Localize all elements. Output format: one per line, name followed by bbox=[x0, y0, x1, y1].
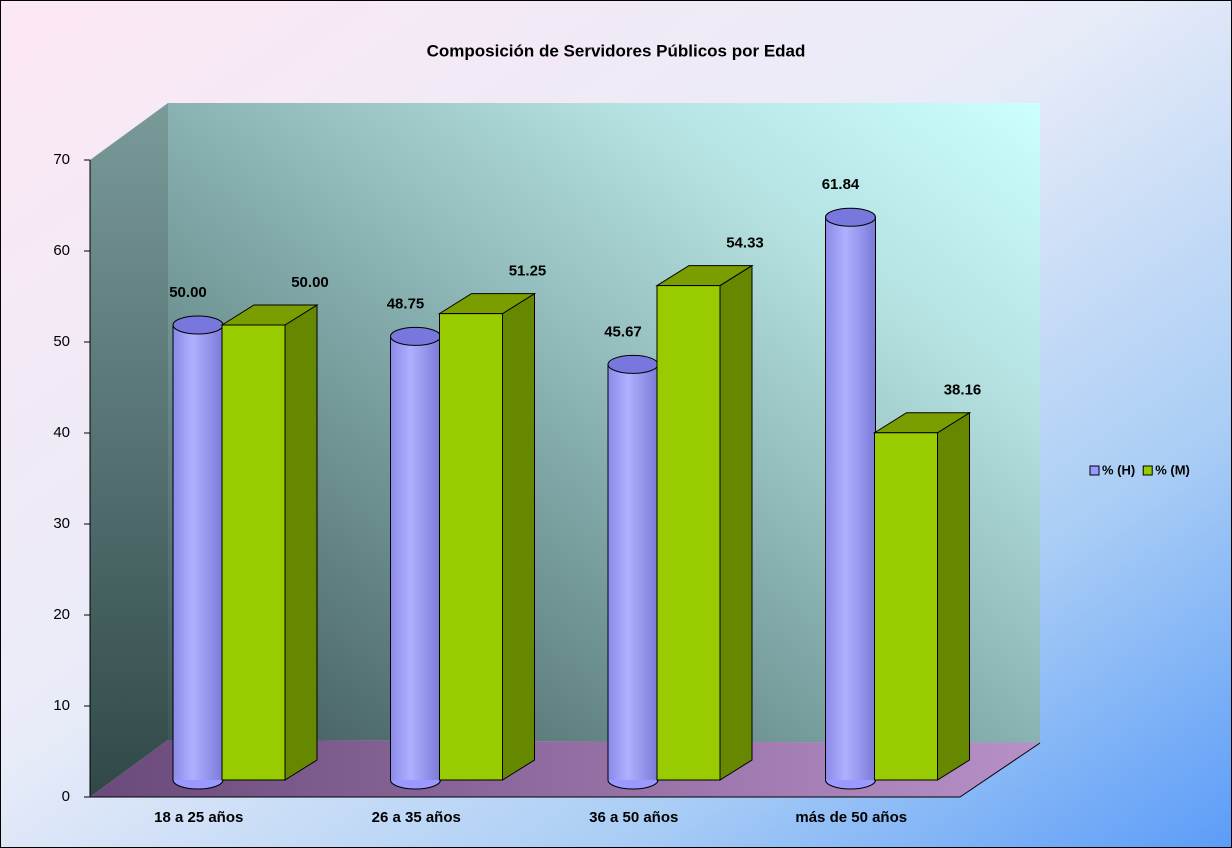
data-label: 51.25 bbox=[509, 263, 547, 280]
y-tick-label: 0 bbox=[62, 788, 70, 805]
bar bbox=[390, 336, 441, 780]
bar bbox=[825, 217, 876, 781]
legend-swatch bbox=[1089, 465, 1100, 476]
data-label: 54.33 bbox=[726, 235, 764, 252]
chart-title: Composición de Servidores Públicos por E… bbox=[427, 41, 806, 60]
bar-side bbox=[937, 411, 970, 781]
side-wall bbox=[90, 103, 168, 797]
y-tick-label: 10 bbox=[53, 697, 70, 714]
cylinder-top bbox=[607, 354, 659, 374]
bar bbox=[656, 285, 721, 781]
floor-edge bbox=[959, 742, 1041, 798]
floor bbox=[90, 740, 1040, 797]
back-wall bbox=[168, 103, 1040, 743]
data-label: 45.67 bbox=[604, 323, 642, 340]
legend-label: % (M) bbox=[1155, 462, 1190, 477]
bar bbox=[874, 432, 938, 781]
x-tick-label: más de 50 años bbox=[795, 809, 907, 826]
cylinder-top bbox=[825, 207, 876, 227]
legend-label: % (H) bbox=[1102, 462, 1135, 477]
bar-side bbox=[502, 292, 535, 781]
data-label: 50.00 bbox=[291, 274, 329, 291]
x-tick-label: 18 a 25 años bbox=[154, 809, 243, 826]
y-tick-label: 30 bbox=[53, 515, 70, 532]
y-tick-label: 40 bbox=[53, 424, 70, 441]
data-label: 50.00 bbox=[169, 284, 207, 301]
cylinder-top bbox=[390, 326, 441, 346]
bar bbox=[173, 325, 223, 780]
bar-side bbox=[284, 304, 318, 781]
bar bbox=[439, 313, 503, 781]
bar-side bbox=[719, 264, 753, 781]
bar bbox=[221, 324, 286, 781]
cylinder-top bbox=[172, 315, 224, 335]
x-tick-label: 26 a 35 años bbox=[372, 809, 461, 826]
data-label: 48.75 bbox=[387, 295, 425, 312]
data-label: 61.84 bbox=[822, 176, 860, 193]
y-tick-label: 50 bbox=[53, 333, 70, 350]
y-tick-label: 60 bbox=[53, 242, 70, 259]
legend-swatch bbox=[1142, 465, 1153, 476]
bar bbox=[608, 364, 658, 780]
data-label: 38.16 bbox=[944, 382, 982, 399]
x-tick-label: 36 a 50 años bbox=[589, 809, 678, 826]
y-tick-label: 70 bbox=[53, 151, 70, 168]
y-tick-label: 20 bbox=[53, 606, 70, 623]
